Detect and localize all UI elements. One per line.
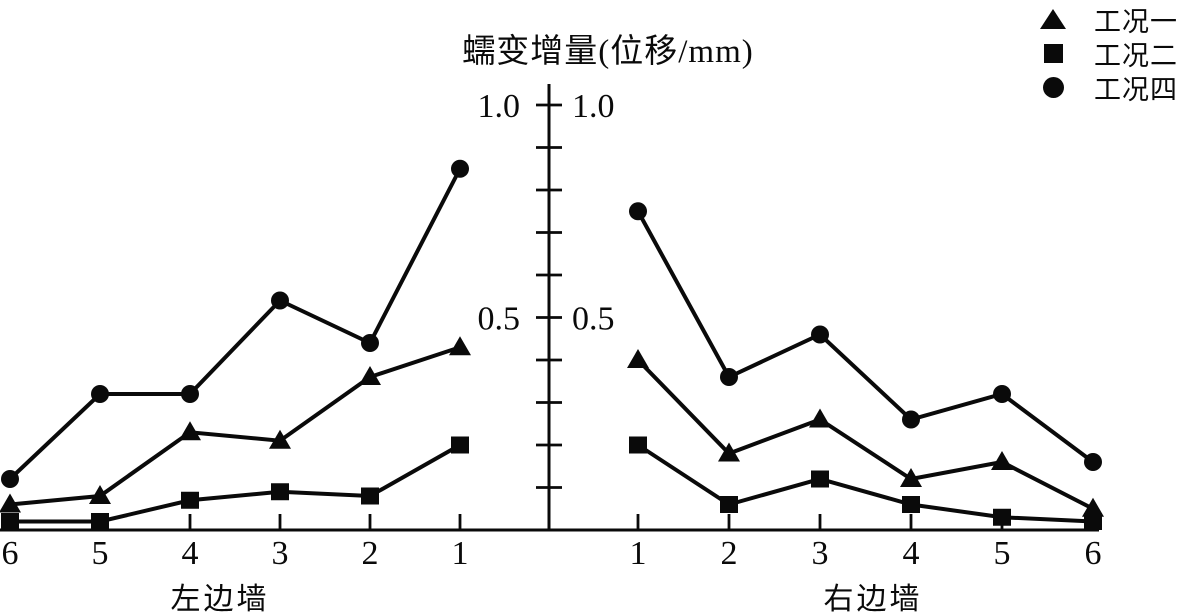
svg-text:3: 3 [812, 535, 829, 572]
triangle-marker-icon [1036, 9, 1070, 29]
legend-label: 工况一 [1094, 6, 1178, 37]
series-right-triangle [627, 349, 1104, 517]
right-wall-label: 右边墙 [823, 583, 923, 613]
series-left-triangle [0, 336, 471, 513]
svg-text:0.5: 0.5 [478, 301, 521, 338]
svg-text:1.0: 1.0 [478, 88, 521, 125]
series-right-square [629, 436, 1102, 530]
y-axis-labels: 1.0 1.0 0.5 0.5 [478, 88, 615, 338]
legend-label: 工况四 [1094, 74, 1178, 105]
legend-item-case-4: 工况四 [1036, 70, 1178, 105]
legend: 工况一 工况二 工况四 [1036, 2, 1178, 105]
chart-title: 蠕变增量(位移/mm) [462, 34, 754, 70]
svg-text:1: 1 [630, 535, 647, 572]
square-marker-icon [1036, 43, 1070, 63]
series-left-circle [1, 159, 469, 488]
svg-text:6: 6 [1085, 535, 1102, 572]
svg-text:2: 2 [721, 535, 738, 572]
svg-text:5: 5 [994, 535, 1011, 572]
svg-text:4: 4 [182, 535, 199, 572]
x-ticks-right: 1 2 3 4 5 6 [630, 514, 1102, 572]
legend-label: 工况二 [1094, 40, 1178, 71]
circle-marker-icon [1036, 76, 1070, 98]
svg-text:2: 2 [362, 535, 379, 572]
legend-item-case-1: 工况一 [1036, 2, 1178, 37]
svg-text:1.0: 1.0 [572, 88, 615, 125]
series-right-circle [629, 202, 1102, 471]
svg-text:6: 6 [2, 535, 19, 572]
svg-text:0.5: 0.5 [572, 301, 615, 338]
series-left-square [1, 436, 469, 530]
svg-text:4: 4 [903, 535, 920, 572]
legend-item-case-2: 工况二 [1036, 36, 1178, 71]
left-wall-label: 左边墙 [170, 583, 270, 613]
svg-text:1: 1 [452, 535, 469, 572]
axes [0, 84, 1099, 532]
svg-text:5: 5 [92, 535, 109, 572]
svg-text:3: 3 [272, 535, 289, 572]
